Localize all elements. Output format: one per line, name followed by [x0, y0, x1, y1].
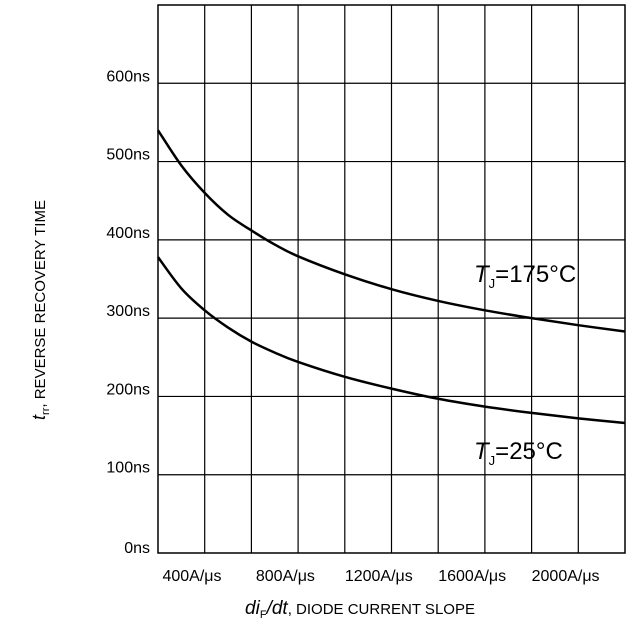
- x-tick-label: 400A/μs: [162, 568, 221, 585]
- x-tick-label: 800A/μs: [256, 568, 315, 585]
- series-label-25: TJ=25°C: [474, 438, 563, 468]
- grid: [158, 5, 625, 553]
- series-label-175: TJ=175°C: [474, 261, 576, 291]
- series-curves: [156, 129, 626, 425]
- y-tick-label: 200ns: [106, 381, 150, 398]
- series-line-1: [156, 256, 626, 425]
- plot-border: [157, 4, 626, 554]
- y-tick-label: 400ns: [106, 225, 150, 242]
- x-tick-label: 2000A/μs: [532, 568, 600, 585]
- plot-frame: [157, 4, 626, 554]
- x-tick-label: 1600A/μs: [438, 568, 506, 585]
- y-tick-label: 300ns: [106, 303, 150, 320]
- y-tick-label: 0ns: [124, 540, 150, 557]
- x-axis-title: diF/dt, DIODE CURRENT SLOPE: [245, 598, 475, 621]
- series-line-0: [156, 129, 626, 333]
- y-axis-title: trr, REVERSE RECOVERY TIME: [29, 200, 52, 420]
- y-tick-label: 600ns: [106, 68, 150, 85]
- tick-labels: 0ns 100ns 200ns 300ns 400ns 500ns 600ns 400A/μs…: [106, 68, 599, 585]
- y-tick-label: 100ns: [106, 460, 150, 477]
- x-tick-label: 1200A/μs: [345, 568, 413, 585]
- y-tick-label: 500ns: [106, 147, 150, 164]
